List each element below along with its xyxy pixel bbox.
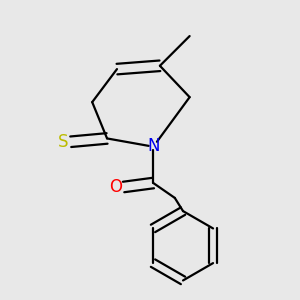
Text: S: S	[58, 133, 69, 151]
Text: O: O	[109, 178, 122, 196]
Text: N: N	[148, 137, 160, 155]
